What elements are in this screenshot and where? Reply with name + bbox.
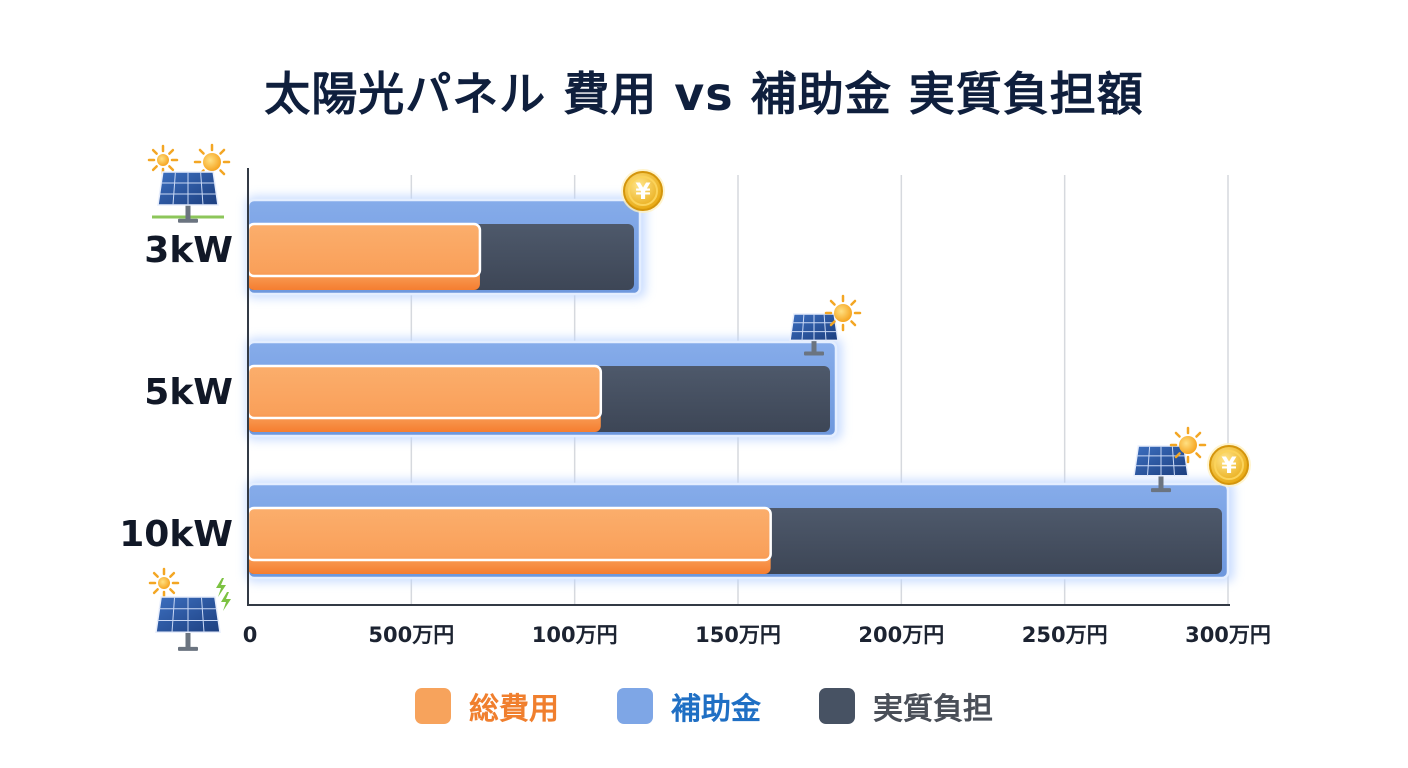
yen-coin-icon: ¥	[621, 169, 665, 213]
yen-coin-icon: ¥	[1207, 443, 1251, 487]
solar-panel-icon	[157, 171, 219, 223]
lightning-icon	[216, 578, 226, 597]
solar-panel-icon	[789, 313, 839, 356]
bar-group-10kW	[246, 480, 1234, 582]
legend-swatch-total-cost	[415, 688, 451, 724]
legend-swatch-subsidy	[617, 688, 653, 724]
legend-item-total-cost: 総費用	[415, 684, 559, 728]
legend-item-subsidy: 補助金	[617, 684, 761, 728]
legend-item-net-burden: 実質負担	[819, 684, 993, 728]
bar-subsidy-3kW	[248, 224, 480, 290]
bar-subsidy-10kW	[248, 508, 771, 574]
category-label-3kW: 3kW	[144, 230, 233, 271]
x-tick-label: 200万円	[858, 623, 944, 647]
legend-label-total-cost: 総費用	[469, 692, 559, 727]
bar-group-3kW	[246, 196, 646, 298]
legend-swatch-net-burden	[819, 688, 855, 724]
svg-text:¥: ¥	[1221, 454, 1237, 479]
x-tick-label: 500万円	[368, 623, 454, 647]
sun-icon	[1169, 426, 1207, 464]
x-tick-label: 150万円	[695, 623, 781, 647]
legend: 総費用 補助金 実質負担	[0, 684, 1408, 728]
sun-icon	[824, 294, 862, 332]
svg-text:¥: ¥	[635, 180, 651, 205]
category-label-5kW: 5kW	[144, 372, 233, 413]
bar-group-5kW	[246, 338, 842, 440]
x-tick-label: 0	[243, 623, 258, 647]
sun-icon	[147, 144, 179, 176]
chart-title: 太陽光パネル 費用 vs 補助金 実質負担額	[264, 67, 1144, 121]
category-label-10kW: 10kW	[119, 514, 233, 555]
legend-label-subsidy: 補助金	[671, 692, 761, 727]
x-tick-label: 100万円	[532, 623, 618, 647]
legend-label-net-burden: 実質負担	[873, 692, 993, 727]
sun-icon	[148, 567, 180, 599]
bar-subsidy-5kW	[248, 366, 601, 432]
lightning-icon	[221, 592, 231, 611]
solar-panel-icon	[155, 596, 221, 651]
x-tick-label: 300万円	[1185, 623, 1271, 647]
x-tick-label: 250万円	[1022, 623, 1108, 647]
